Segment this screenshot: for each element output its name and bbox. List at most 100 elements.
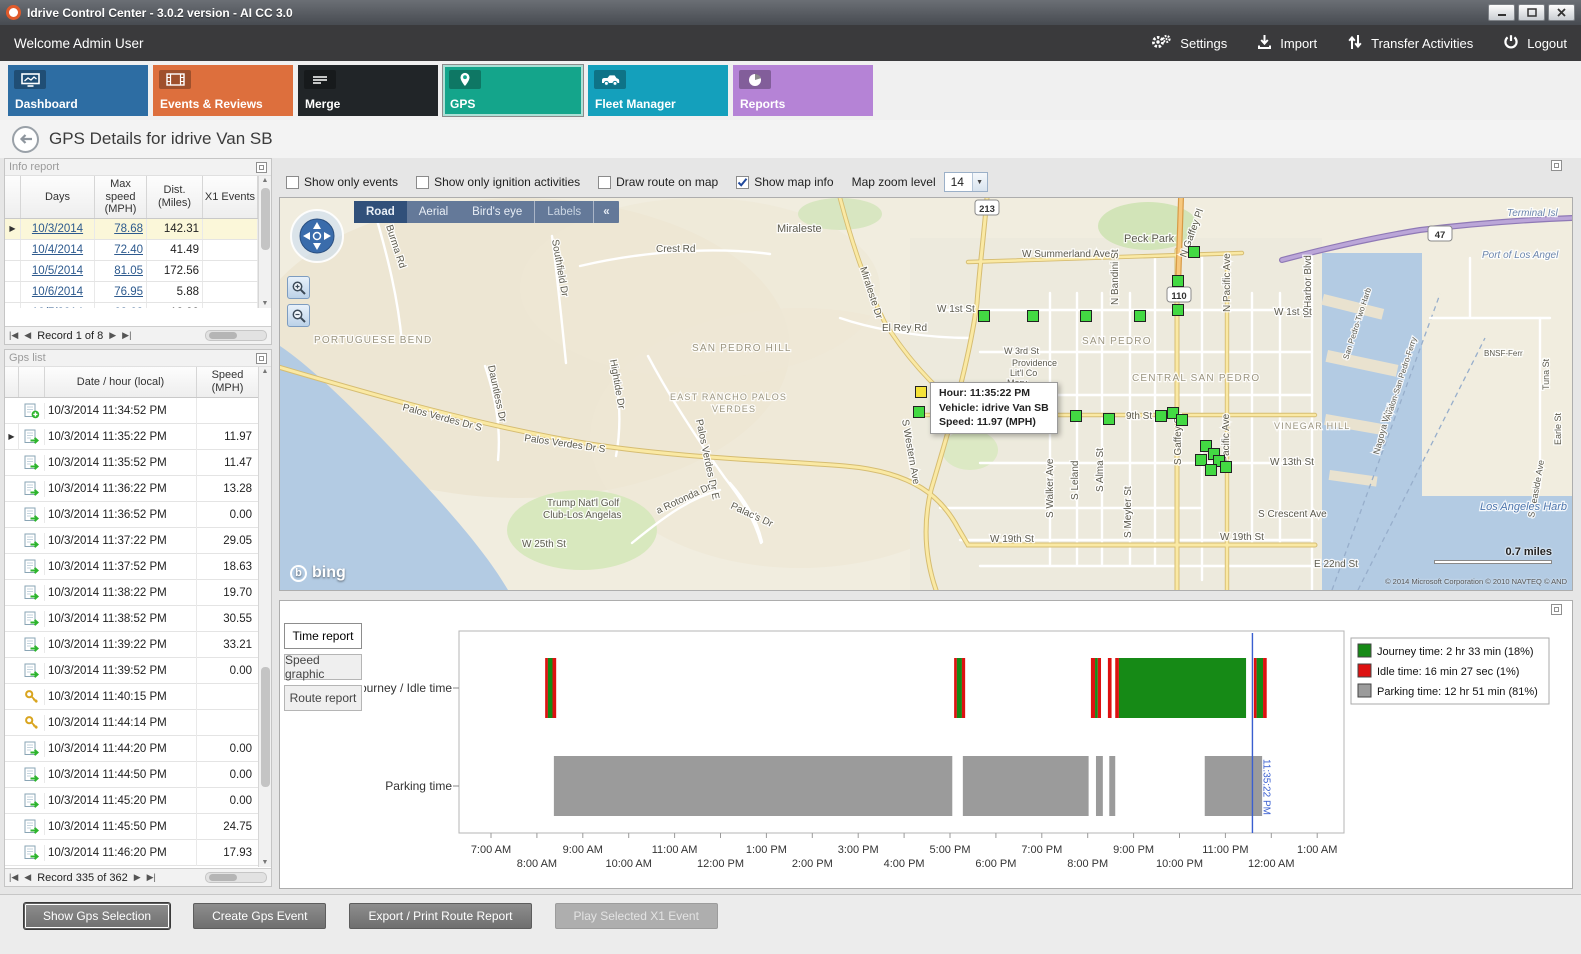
map-tab-bird-s-eye[interactable]: Bird's eye — [472, 206, 523, 218]
close-button[interactable] — [1548, 4, 1575, 21]
vehicle-marker[interactable] — [1205, 464, 1217, 476]
nav-tile-merge[interactable]: Merge — [298, 65, 438, 116]
nav-tile-gps[interactable]: GPS — [443, 65, 583, 116]
map-tab-labels[interactable]: Labels — [534, 201, 595, 223]
vehicle-marker[interactable] — [1070, 410, 1082, 422]
vehicle-marker[interactable] — [1172, 275, 1184, 287]
max-speed-link[interactable]: 76.95 — [114, 286, 143, 298]
map-tabs-collapse-button[interactable]: « — [603, 206, 610, 218]
vehicle-marker[interactable] — [1027, 310, 1039, 322]
pager-prev-button[interactable]: ◀ — [24, 872, 32, 882]
max-speed-link[interactable]: 72.40 — [114, 244, 143, 256]
pager-first-button[interactable]: |◀ — [9, 872, 19, 882]
max-speed-link[interactable]: 81.05 — [114, 265, 143, 277]
gps-table-scrollbar[interactable]: ▲ ▼ — [258, 367, 271, 867]
table-row[interactable]: 10/7/2014 68.62 12.99 — [5, 303, 271, 308]
nav-tile-reports[interactable]: Reports — [733, 65, 873, 116]
selected-vehicle-marker[interactable] — [915, 386, 927, 398]
list-item[interactable]: 10/3/2014 11:36:22 PM 13.28 — [5, 475, 271, 502]
list-item[interactable]: 10/3/2014 11:34:52 PM — [5, 397, 271, 424]
header-action-settings[interactable]: Settings — [1150, 34, 1227, 53]
map-panel-collapse-button[interactable] — [1551, 160, 1562, 171]
info-table-scrollbar[interactable]: ▲ ▼ — [258, 176, 271, 308]
header-action-transfer-activities[interactable]: Transfer Activities — [1347, 34, 1473, 53]
checkbox-show-map-info[interactable]: Show map info — [736, 175, 834, 189]
column-header[interactable]: X1 Events — [203, 176, 258, 218]
vehicle-marker[interactable] — [1167, 407, 1179, 419]
map-tab-road[interactable]: Road — [354, 201, 407, 223]
checkbox-draw-route-on-map[interactable]: Draw route on map — [598, 175, 718, 189]
pager-last-button[interactable]: ▶| — [122, 330, 132, 340]
vehicle-marker[interactable] — [1155, 410, 1167, 422]
vehicle-marker[interactable] — [1220, 461, 1232, 473]
vehicle-marker[interactable] — [1188, 246, 1200, 258]
compass-control[interactable] — [289, 208, 345, 264]
day-link[interactable]: 10/5/2014 — [31, 265, 84, 277]
day-link[interactable]: 10/3/2014 — [31, 223, 84, 235]
day-link[interactable]: 10/4/2014 — [31, 244, 84, 256]
vehicle-marker[interactable] — [1195, 454, 1207, 466]
maximize-button[interactable] — [1518, 4, 1545, 21]
scroll-down-icon[interactable]: ▼ — [261, 300, 269, 307]
checkbox-show-only-ignition-activities[interactable]: Show only ignition activities — [416, 175, 580, 189]
map-canvas[interactable]: 213 110 47 Miraleste Peck Park W Summerland A… — [280, 198, 1572, 590]
column-header[interactable] — [19, 367, 45, 397]
minimize-button[interactable] — [1488, 4, 1515, 21]
max-speed-link[interactable]: 68.62 — [114, 307, 143, 308]
column-header[interactable]: Days — [21, 176, 95, 218]
nav-tile-events-reviews[interactable]: Events & Reviews — [153, 65, 293, 116]
pager-hscrollbar[interactable] — [205, 330, 267, 341]
list-item[interactable]: 10/3/2014 11:40:15 PM — [5, 683, 271, 710]
vehicle-marker[interactable] — [1134, 310, 1146, 322]
export-print-route-report-button[interactable]: Export / Print Route Report — [349, 903, 532, 929]
pager-first-button[interactable]: |◀ — [9, 330, 19, 340]
nav-tile-fleet-manager[interactable]: Fleet Manager — [588, 65, 728, 116]
list-item[interactable]: 10/3/2014 11:44:20 PM 0.00 — [5, 735, 271, 762]
table-row[interactable]: 10/5/2014 81.05 172.56 — [5, 261, 271, 282]
vehicle-marker[interactable] — [1200, 440, 1212, 452]
zoom-out-button[interactable] — [287, 304, 310, 327]
tab-time-report[interactable]: Time report — [284, 623, 362, 649]
vehicle-marker[interactable] — [1176, 414, 1188, 426]
info-panel-collapse-icon[interactable] — [256, 161, 267, 173]
map-zoom-select[interactable]: 14 ▼ — [943, 172, 988, 192]
day-link[interactable]: 10/7/2014 — [32, 307, 83, 308]
show-gps-selection-button[interactable]: Show Gps Selection — [24, 903, 171, 929]
vehicle-marker[interactable] — [978, 310, 990, 322]
checkbox-show-only-events[interactable]: Show only events — [286, 175, 398, 189]
pager-next-button[interactable]: ▶ — [133, 872, 141, 882]
column-header[interactable]: Speed (MPH) — [197, 367, 259, 397]
column-header[interactable]: Date / hour (local) — [45, 367, 197, 397]
column-header[interactable] — [5, 176, 21, 218]
list-item[interactable]: 10/3/2014 11:36:52 PM 0.00 — [5, 501, 271, 528]
vehicle-marker[interactable] — [913, 406, 925, 418]
list-item[interactable]: 10/3/2014 11:45:20 PM 0.00 — [5, 787, 271, 814]
table-row[interactable]: ▶ 10/3/2014 78.68 142.31 — [5, 219, 271, 240]
scroll-up-icon[interactable]: ▲ — [261, 368, 269, 375]
gps-panel-collapse-icon[interactable] — [256, 352, 267, 364]
day-link[interactable]: 10/6/2014 — [31, 286, 84, 298]
list-item[interactable]: 10/3/2014 11:37:52 PM 18.63 — [5, 553, 271, 580]
scroll-up-icon[interactable]: ▲ — [261, 177, 269, 184]
list-item[interactable]: 10/3/2014 11:37:22 PM 29.05 — [5, 527, 271, 554]
list-item[interactable]: ▶ 10/3/2014 11:35:22 PM 11.97 — [5, 423, 271, 450]
pager-prev-button[interactable]: ◀ — [24, 330, 32, 340]
tab-speed-graphic[interactable]: Speed graphic — [284, 653, 362, 681]
column-header[interactable]: Dist. (Miles) — [147, 176, 203, 218]
list-item[interactable]: 10/3/2014 11:44:50 PM 0.00 — [5, 761, 271, 788]
list-item[interactable]: 10/3/2014 11:39:22 PM 33.21 — [5, 631, 271, 658]
table-row[interactable]: 10/6/2014 76.95 5.88 — [5, 282, 271, 303]
pager-next-button[interactable]: ▶ — [109, 330, 117, 340]
vehicle-marker[interactable] — [1080, 310, 1092, 322]
vehicle-marker[interactable] — [1172, 304, 1184, 316]
list-item[interactable]: 10/3/2014 11:39:52 PM 0.00 — [5, 657, 271, 684]
list-item[interactable]: 10/3/2014 11:38:52 PM 30.55 — [5, 605, 271, 632]
pager-hscrollbar[interactable] — [205, 872, 267, 883]
list-item[interactable]: 10/3/2014 11:38:22 PM 19.70 — [5, 579, 271, 606]
pager-last-button[interactable]: ▶| — [146, 872, 156, 882]
list-item[interactable]: 10/3/2014 11:35:52 PM 11.47 — [5, 449, 271, 476]
nav-tile-dashboard[interactable]: Dashboard — [8, 65, 148, 116]
list-item[interactable]: 10/3/2014 11:46:20 PM 17.93 — [5, 839, 271, 866]
tab-route-report[interactable]: Route report — [284, 685, 362, 711]
list-item[interactable]: 10/3/2014 11:44:14 PM — [5, 709, 271, 736]
